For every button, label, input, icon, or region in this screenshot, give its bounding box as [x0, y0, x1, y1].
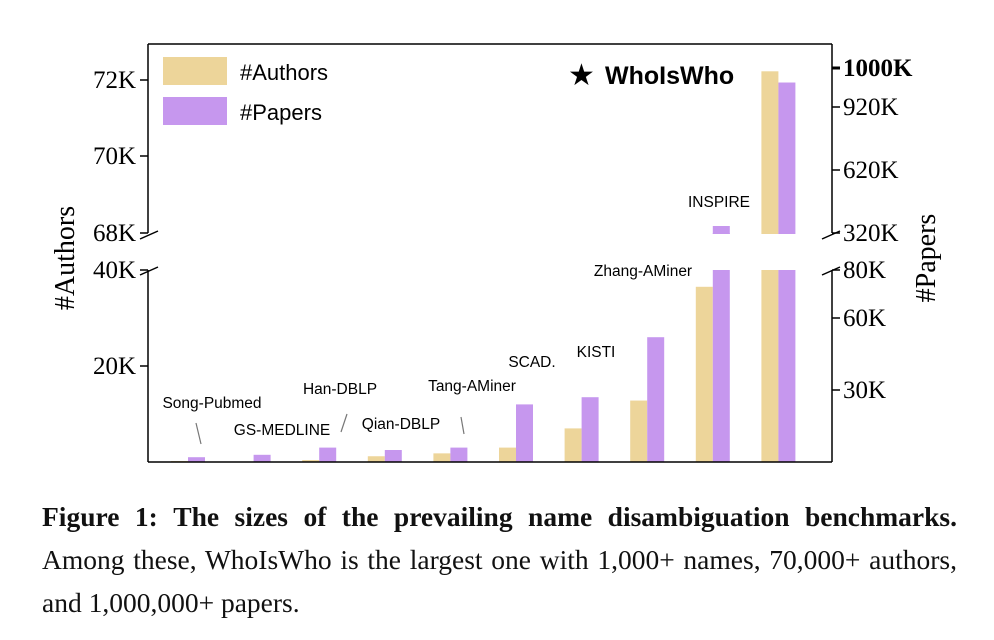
- category-label-scad-: SCAD.: [508, 354, 555, 371]
- category-label-gs-medline: GS-MEDLINE: [234, 422, 330, 439]
- bar-papers-gs-medline: [253, 454, 271, 462]
- bar-authors-kisti: [564, 428, 582, 462]
- break-mark-left-upper: [139, 230, 159, 240]
- y-tick-label-68K: 68K: [93, 220, 136, 247]
- y2-tick-label-1000K: 1000K: [843, 55, 913, 82]
- star-icon: ★: [568, 58, 595, 93]
- legend: #Authors #Papers: [163, 57, 328, 125]
- category-label-kisti: KISTI: [577, 344, 616, 361]
- caption-bold-text: The sizes of the prevailing name disambi…: [173, 501, 958, 532]
- bar-authors-zhang-aminer: [630, 400, 648, 462]
- category-label-tang-aminer: Tang-AMiner: [428, 378, 516, 395]
- bars-group: [149, 71, 831, 463]
- bar-authors-inspire: [695, 286, 713, 462]
- bar-papers-inspire: [712, 233, 730, 462]
- bar-papers-scad-: [516, 404, 533, 462]
- category-label-zhang-aminer: Zhang-AMiner: [594, 263, 692, 280]
- bar-authors-tang-aminer: [433, 453, 451, 462]
- category-label-qian-dblp: Qian-DBLP: [362, 416, 440, 433]
- y-tick-label-72K: 72K: [93, 67, 136, 94]
- bar-authors-han-dblp: [302, 460, 320, 462]
- y-tick-label-40K: 40K: [93, 257, 136, 284]
- bar-authors-scad-: [499, 447, 516, 462]
- break-mark-left-lower: [139, 266, 159, 276]
- category-label-inspire: INSPIRE: [688, 194, 750, 211]
- legend-label-papers: #Papers: [240, 100, 322, 125]
- y-tick-label-70K: 70K: [93, 143, 136, 170]
- bar-authors-qian-dblp: [367, 456, 385, 462]
- caption-figure-label: Figure 1:: [42, 501, 158, 532]
- bar-papers-song-pubmed: [188, 457, 205, 462]
- bar-papers-whoiswho: [778, 82, 796, 463]
- highlight-label: ★ WhoIsWho: [568, 58, 734, 93]
- y2-tick-label-920K: 920K: [843, 94, 899, 121]
- figure-caption: Figure 1: The sizes of the prevailing na…: [42, 495, 957, 624]
- benchmark-size-chart: Song-Pubmed GS-MEDLINE Han-DBLP Qian-DBLP Ta…: [50, 43, 942, 463]
- bar-papers-kisti: [581, 397, 599, 462]
- bar-papers-qian-dblp: [384, 450, 402, 462]
- label-leader-song-pubmed: [195, 422, 202, 445]
- y2-tick-label-60K: 60K: [843, 305, 886, 332]
- highlight-name: WhoIsWho: [605, 62, 734, 90]
- y2-axis-label: #Papers: [911, 214, 942, 303]
- label-leader-tang-aminer: [460, 416, 465, 435]
- category-label-song-pubmed: Song-Pubmed: [162, 395, 261, 412]
- y2-tick-label-80K: 80K: [843, 257, 886, 284]
- legend-label-authors: #Authors: [240, 60, 328, 85]
- ticks-group: 20K 40K 68K 70K 72K 30K 60K 80K 320K 620K 920K 1000…: [93, 55, 913, 404]
- axis-break-gap: [149, 234, 831, 270]
- y2-tick-label-320K: 320K: [843, 220, 899, 247]
- bar-papers-zhang-aminer: [647, 337, 665, 462]
- y-axis-label: #Authors: [50, 206, 81, 310]
- y-tick-label-20K: 20K: [93, 353, 136, 380]
- bar-papers-tang-aminer: [450, 447, 468, 462]
- bar-papers-han-dblp: [319, 447, 337, 462]
- category-label-han-dblp: Han-DBLP: [303, 381, 377, 398]
- label-leader-qian-dblp: [340, 413, 348, 433]
- y2-tick-label-620K: 620K: [843, 157, 899, 184]
- legend-swatch-authors: [163, 57, 227, 85]
- legend-swatch-papers: [163, 97, 227, 125]
- break-mark-right-lower: [821, 266, 841, 276]
- bar-papers-inspire-top: [712, 226, 730, 234]
- caption-text: Among these, WhoIsWho is the largest one…: [42, 544, 957, 618]
- annotations-group: Song-Pubmed GS-MEDLINE Han-DBLP Qian-DBLP Ta…: [162, 194, 750, 445]
- y2-tick-label-30K: 30K: [843, 377, 886, 404]
